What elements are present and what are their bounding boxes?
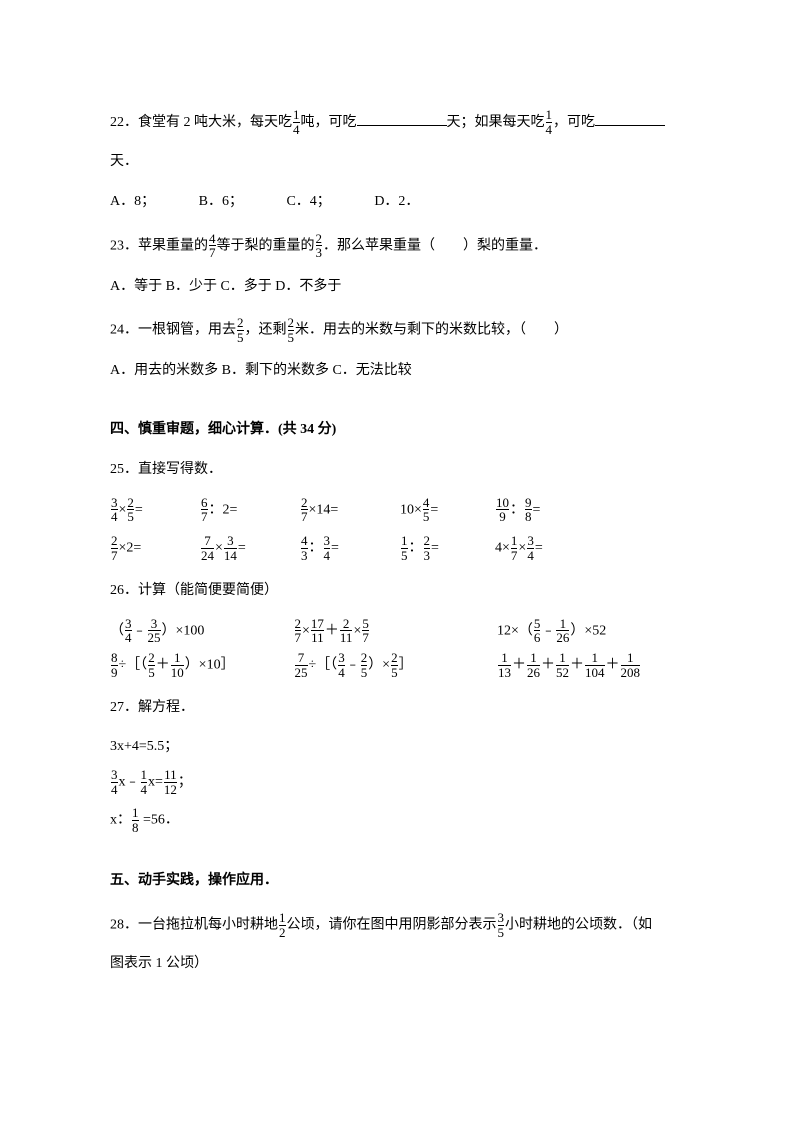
q24-num: 24: [110, 323, 124, 338]
q22-options: A．8； B．6； C．4； D．2．: [110, 191, 683, 213]
q25-row-2: 27×2=724×314=43：34=15：23=4×17×34=: [110, 534, 683, 562]
fraction-2-5: 25: [236, 316, 245, 344]
fraction-2-3: 23: [315, 232, 324, 260]
blank: [595, 108, 665, 126]
q24-text-2: ，还剩: [245, 323, 287, 338]
q26-num: 26: [110, 583, 124, 598]
q22-line2: 天．: [110, 151, 683, 173]
q26-row-1: （34﹣325）×100 27×1711＋211×57 12×（56﹣126）×…: [110, 617, 683, 645]
q27-num: 27: [110, 700, 124, 715]
option-c: C．4；: [286, 194, 330, 209]
question-26: 26．计算（能简便要简便） （34﹣325）×100 27×1711＋211×5…: [110, 580, 683, 679]
calc-cell: 724×314=: [200, 534, 300, 562]
fraction-1-4: 14: [292, 108, 301, 136]
q23-options: A．等于 B．少于 C．多于 D．不多于: [110, 276, 683, 298]
q22-text-1: ．食堂有 2 吨大米，每天吃: [124, 115, 292, 130]
q22-num: 22: [110, 115, 124, 130]
q26-title: ．计算（能简便要简便）: [124, 583, 278, 598]
q26-r2-c: 113＋126＋152＋1104＋1208: [497, 651, 641, 679]
calc-cell: 67：2=: [200, 496, 300, 524]
q28-line2: 图表示 1 公顷）: [110, 953, 683, 975]
question-24: 24．一根钢管，用去25，还剩25米．用去的米数与剩下的米数比较，（ ） A．用…: [110, 316, 683, 383]
calc-cell: 27×14=: [300, 496, 400, 524]
question-27: 27．解方程． 3x+4=5.5； 34x﹣14x=1112； x：18 =56…: [110, 697, 683, 834]
q27-eq3: x：18 =56．: [110, 806, 683, 834]
question-22: 22．食堂有 2 吨大米，每天吃14吨，可吃天；如果每天吃14，可吃 天． A．…: [110, 108, 683, 214]
question-25: 25．直接写得数． 34×25=67：2=27×14=10×45=109：98=…: [110, 459, 683, 562]
q26-r1-c: 12×（56﹣126）×52: [497, 617, 606, 645]
option-d: D．2．: [374, 194, 419, 209]
q27-title: ．解方程．: [124, 700, 194, 715]
calc-cell: 34×25=: [110, 496, 200, 524]
q23-text-3: ．那么苹果重量（ ）梨的重量．: [323, 238, 547, 253]
section-4-heading: 四、慎重审题，细心计算．(共 34 分): [110, 419, 683, 441]
question-28: 28．一台拖拉机每小时耕地12公顷，请你在图中用阴影部分表示35小时耕地的公顷数…: [110, 911, 683, 976]
calc-cell: 4×17×34=: [495, 534, 590, 562]
q25-row-1: 34×25=67：2=27×14=10×45=109：98=: [110, 496, 683, 524]
calc-cell: 27×2=: [110, 534, 200, 562]
q26-r2-b: 725÷［（34﹣25）×25］: [294, 651, 494, 679]
option-a: A．8；: [110, 194, 155, 209]
calc-cell: 10×45=: [400, 496, 495, 524]
q23-text-2: 等于梨的重量的: [217, 238, 315, 253]
calc-cell: 15：23=: [400, 534, 495, 562]
q22-text-4: ，可吃: [553, 115, 595, 130]
fraction-3-5: 35: [497, 911, 506, 939]
fraction-1-2: 12: [278, 911, 287, 939]
section-5-heading: 五、动手实践，操作应用．: [110, 870, 683, 892]
q27-eq2: 34x﹣14x=1112；: [110, 768, 683, 796]
fraction-4-7: 47: [208, 232, 217, 260]
q26-r1-b: 27×1711＋211×57: [294, 617, 494, 645]
blank: [357, 108, 447, 126]
question-23: 23．苹果重量的47等于梨的重量的23．那么苹果重量（ ）梨的重量． A．等于 …: [110, 232, 683, 299]
q24-text-3: 米．用去的米数与剩下的米数比较，（ ）: [295, 323, 568, 338]
q25-title: ．直接写得数．: [124, 462, 222, 477]
q26-r2-a: 89÷［（25＋110）×10］: [110, 651, 290, 679]
q26-row-2: 89÷［（25＋110）×10］ 725÷［（34﹣25）×25］ 113＋12…: [110, 651, 683, 679]
q25-num: 25: [110, 462, 124, 477]
q26-r1-a: （34﹣325）×100: [110, 617, 290, 645]
calc-cell: 109：98=: [495, 496, 590, 524]
q28-text-3: 小时耕地的公顷数．（如: [505, 917, 652, 932]
calc-cell: 43：34=: [300, 534, 400, 562]
option-b: B．6；: [199, 194, 243, 209]
q24-options: A．用去的米数多 B．剩下的米数多 C．无法比较: [110, 360, 683, 382]
q23-text-1: ．苹果重量的: [124, 238, 208, 253]
fraction-1-4: 14: [545, 108, 554, 136]
q22-text-3: 天；如果每天吃: [447, 115, 545, 130]
q23-num: 23: [110, 238, 124, 253]
q22-text-2: 吨，可吃: [301, 115, 357, 130]
q28-num: 28: [110, 917, 124, 932]
q28-text-1: ．一台拖拉机每小时耕地: [124, 917, 278, 932]
fraction-2-5: 25: [287, 316, 296, 344]
q28-text-2: 公顷，请你在图中用阴影部分表示: [287, 917, 497, 932]
q24-text-1: ．一根钢管，用去: [124, 323, 236, 338]
q27-eq1: 3x+4=5.5；: [110, 736, 683, 758]
